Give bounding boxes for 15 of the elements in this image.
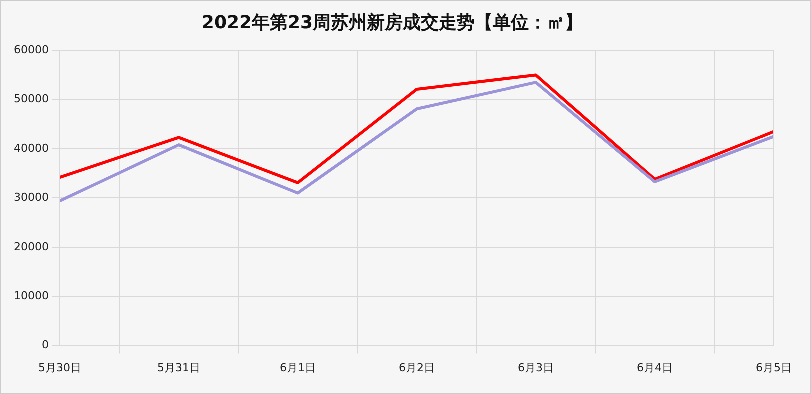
x-tick-label: 6月1日	[280, 361, 316, 374]
x-tick-label: 6月4日	[637, 361, 673, 374]
x-tick-label: 6月5日	[756, 361, 792, 374]
y-tick-label: 50000	[14, 92, 49, 106]
x-tick-label: 6月2日	[398, 361, 435, 374]
y-tick-label: 30000	[14, 191, 49, 204]
y-tick-label: 20000	[14, 240, 49, 254]
y-tick-label: 40000	[14, 142, 49, 155]
y-tick-label: 0	[42, 338, 49, 352]
chart-title: 2022年第23周苏州新房成交走势【单位：㎡】	[202, 12, 584, 34]
x-tick-label: 6月3日	[518, 361, 554, 374]
x-tick-label: 5月31日	[157, 361, 200, 374]
y-tick-label: 60000	[14, 43, 49, 56]
y-tick-label: 10000	[14, 289, 49, 302]
x-tick-label: 5月30日	[38, 361, 82, 374]
